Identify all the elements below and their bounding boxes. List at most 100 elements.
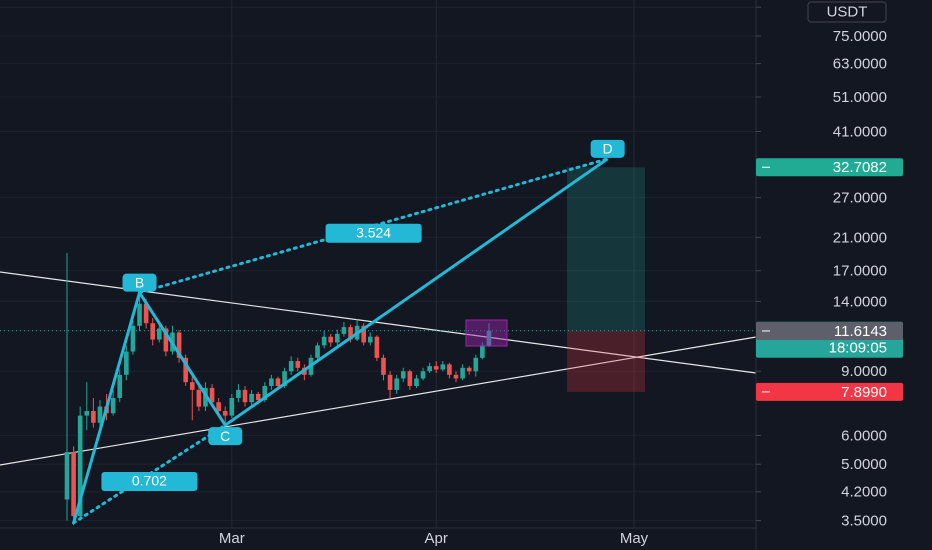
harmonic-pattern: 0.702 3.524 B C D bbox=[72, 139, 625, 525]
ratio-line bbox=[138, 157, 610, 295]
candle-body bbox=[374, 336, 380, 358]
candle-body bbox=[124, 351, 129, 375]
pattern-line bbox=[72, 157, 609, 524]
candle-body bbox=[196, 389, 202, 407]
candle-body bbox=[275, 378, 281, 386]
candle-body bbox=[420, 371, 426, 379]
candle-body bbox=[466, 367, 472, 372]
y-tick-label: 14.0000 bbox=[833, 293, 887, 310]
candle-body bbox=[150, 323, 156, 340]
candle-body bbox=[473, 357, 479, 372]
candle-body bbox=[183, 357, 188, 383]
y-tick-label: 5.0000 bbox=[841, 456, 887, 473]
ratio-tag bbox=[325, 223, 422, 243]
candle-body bbox=[216, 402, 221, 412]
candle-body bbox=[143, 303, 149, 324]
candle-body bbox=[209, 387, 215, 403]
point-label: D bbox=[603, 141, 613, 157]
candle-body bbox=[288, 361, 294, 372]
candle-body bbox=[381, 357, 386, 375]
point-tag bbox=[590, 139, 625, 158]
y-tick-label: 41.0000 bbox=[833, 123, 887, 140]
y-tick-label: 17.0000 bbox=[833, 263, 887, 280]
ratio-tag bbox=[101, 472, 198, 492]
candle-body bbox=[361, 325, 367, 343]
candle-body bbox=[440, 364, 446, 370]
price-badge bbox=[756, 158, 903, 177]
candle-body bbox=[321, 336, 327, 346]
candle-body bbox=[433, 366, 439, 370]
currency-box bbox=[807, 1, 887, 23]
y-tick-label: 51.0000 bbox=[833, 89, 887, 106]
candle-body bbox=[91, 411, 96, 423]
candle-body bbox=[77, 415, 83, 517]
y-tick-label: 9.0000 bbox=[841, 363, 887, 380]
y-tick-label: 3.5000 bbox=[841, 513, 887, 530]
price-badge-label: 32.7082 bbox=[833, 159, 887, 176]
candle-body bbox=[480, 345, 485, 358]
candle-body bbox=[222, 411, 228, 416]
candle-body bbox=[130, 325, 136, 352]
candle-body bbox=[453, 374, 459, 379]
price-badge-label: 11.6143 bbox=[834, 323, 887, 340]
countdown-label: 18:09:05 bbox=[829, 340, 887, 357]
trend-line bbox=[0, 336, 757, 466]
x-tick-label: Apr bbox=[425, 530, 448, 547]
point-tag bbox=[122, 273, 157, 292]
candle-body bbox=[249, 393, 254, 403]
ratio-label: 0.702 bbox=[132, 473, 167, 489]
candle-body bbox=[176, 332, 182, 358]
y-tick-label: 75.0000 bbox=[833, 28, 887, 45]
candle-body bbox=[255, 393, 261, 401]
profit-zone bbox=[567, 167, 645, 331]
y-tick-label: 4.2000 bbox=[841, 484, 887, 501]
candle-body bbox=[236, 389, 241, 399]
candle-body bbox=[414, 378, 419, 386]
ratio-label: 3.524 bbox=[356, 224, 391, 240]
point-tag bbox=[208, 427, 243, 446]
candle-body bbox=[189, 382, 195, 390]
candle-body bbox=[400, 371, 406, 379]
grid bbox=[0, 0, 756, 528]
candle-body bbox=[486, 330, 492, 346]
price-badge bbox=[756, 321, 903, 340]
position-box bbox=[567, 167, 645, 392]
x-tick-label: May bbox=[620, 530, 649, 547]
candle-body bbox=[163, 328, 169, 352]
candle-body bbox=[156, 328, 162, 340]
candle-body bbox=[64, 452, 70, 500]
candle-body bbox=[229, 398, 235, 416]
candle-body bbox=[407, 371, 413, 386]
candle-body bbox=[117, 374, 123, 399]
price-axis: 90.000075.000063.000051.000041.000027.00… bbox=[0, 0, 887, 550]
candle-body bbox=[84, 411, 90, 416]
loss-zone bbox=[567, 330, 645, 392]
highlight-box bbox=[465, 319, 508, 347]
y-tick-label: 6.0000 bbox=[841, 427, 887, 444]
candle-body bbox=[97, 406, 103, 423]
candle-body bbox=[242, 389, 248, 403]
candle-body bbox=[295, 361, 301, 368]
point-label: C bbox=[220, 428, 230, 444]
candle-body bbox=[262, 385, 268, 401]
candle-body bbox=[394, 378, 399, 390]
currency-label: USDT bbox=[827, 3, 868, 20]
price-badge-label: 7.8990 bbox=[841, 384, 887, 401]
candle-body bbox=[348, 327, 353, 340]
price-badge bbox=[756, 382, 903, 401]
y-tick-label: 21.0000 bbox=[833, 229, 887, 246]
candle-body bbox=[328, 336, 334, 343]
candle-body bbox=[341, 327, 347, 334]
candle-body bbox=[460, 367, 465, 379]
candle-body bbox=[447, 364, 452, 375]
candle-body bbox=[387, 374, 393, 390]
candle-body bbox=[335, 333, 340, 343]
candle-body bbox=[269, 378, 274, 386]
candle-body bbox=[137, 303, 142, 326]
candle-body bbox=[427, 366, 432, 372]
point-label: B bbox=[135, 274, 144, 290]
y-tick-label: 63.0000 bbox=[833, 56, 887, 73]
candle-body bbox=[110, 398, 116, 414]
